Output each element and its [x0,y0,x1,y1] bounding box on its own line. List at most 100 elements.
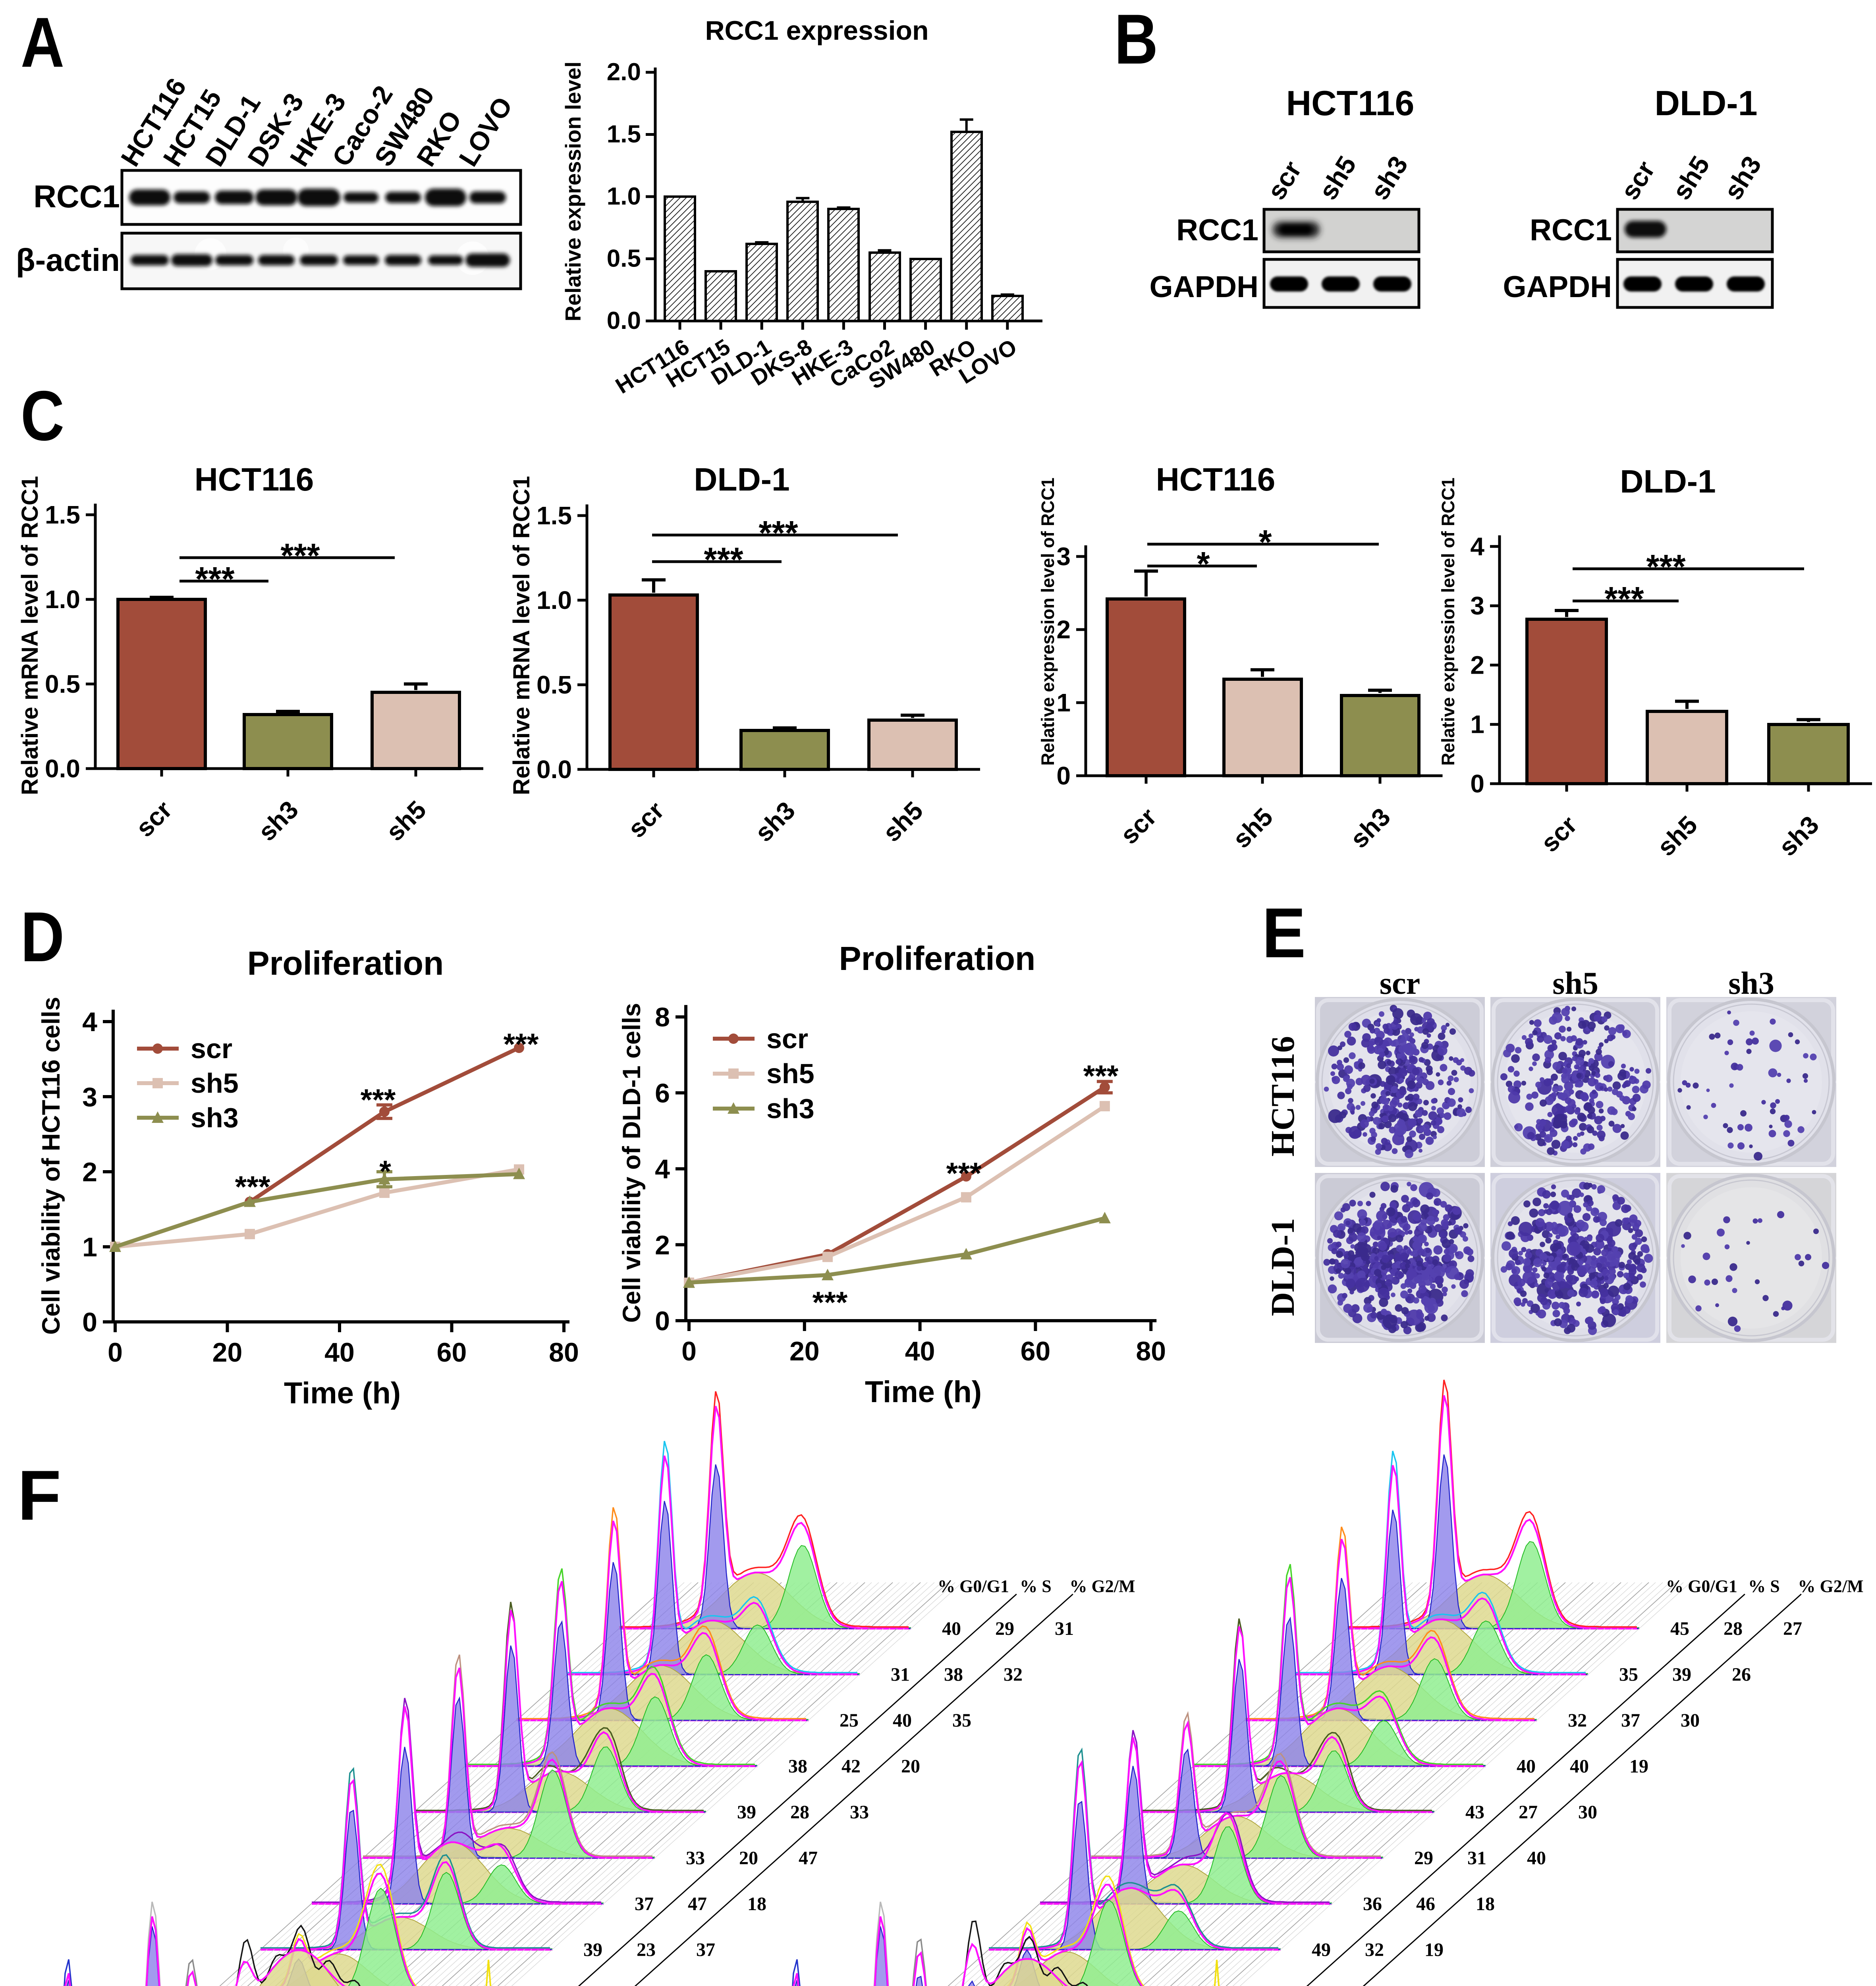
svg-text:45: 45 [1670,1618,1689,1639]
svg-text:23: 23 [637,1940,656,1961]
svg-text:scr: scr [1380,966,1420,1001]
svg-text:27: 27 [1519,1802,1538,1823]
svg-text:sh3: sh3 [766,1093,814,1124]
svg-text:% S: % S [1748,1576,1779,1596]
svg-text:32: 32 [1004,1664,1023,1685]
svg-text:18: 18 [747,1893,766,1915]
svg-text:1: 1 [1470,710,1484,739]
svg-text:1: 1 [1056,688,1071,717]
svg-text:*: * [1258,524,1272,561]
svg-text:Proliferation: Proliferation [247,945,444,982]
svg-text:% G2/M: % G2/M [1798,1576,1864,1596]
svg-text:80: 80 [549,1337,579,1368]
svg-text:***: *** [235,1170,270,1204]
svg-text:0.0: 0.0 [45,754,80,783]
svg-text:31: 31 [1055,1618,1074,1639]
svg-text:1.0: 1.0 [607,183,641,210]
svg-text:F: F [17,1456,61,1535]
svg-text:GAPDH: GAPDH [1150,270,1258,304]
svg-text:***: *** [504,1028,539,1061]
svg-text:40: 40 [942,1618,961,1639]
svg-text:3: 3 [82,1082,97,1112]
svg-text:38: 38 [788,1756,807,1777]
svg-text:RCC1: RCC1 [1530,213,1612,247]
svg-text:32: 32 [1568,1710,1587,1731]
svg-text:0.5: 0.5 [45,670,80,698]
svg-text:39: 39 [583,1940,602,1961]
svg-text:DLD-1: DLD-1 [1264,1218,1301,1316]
svg-text:Cell viability of HCT116 cells: Cell viability of HCT116 cells [37,997,65,1335]
svg-text:33: 33 [1314,1985,1333,1986]
svg-text:HCT116: HCT116 [1286,83,1415,123]
svg-text:35: 35 [1619,1664,1638,1685]
svg-text:20: 20 [739,1848,758,1869]
svg-text:***: *** [280,537,320,575]
svg-text:E: E [1262,893,1306,972]
svg-text:40: 40 [1527,1848,1546,1869]
svg-text:***: *** [1646,548,1685,586]
svg-text:***: *** [195,560,234,598]
svg-text:Time (h): Time (h) [865,1375,982,1409]
svg-text:1.5: 1.5 [537,501,572,530]
svg-text:sh3: sh3 [1728,966,1774,1001]
svg-text:Relative expression level of R: Relative expression level of RCC1 [1438,477,1458,765]
svg-text:DLD-1: DLD-1 [1654,83,1757,123]
svg-text:60: 60 [437,1337,467,1368]
svg-text:49: 49 [1312,1940,1331,1961]
svg-text:20: 20 [901,1756,920,1777]
svg-text:37: 37 [1621,1710,1640,1731]
svg-text:***: *** [704,541,743,579]
svg-text:***: *** [361,1083,396,1117]
svg-text:sh5: sh5 [1552,966,1598,1001]
svg-text:DLD-1: DLD-1 [694,462,789,498]
svg-text:19: 19 [1629,1756,1648,1777]
svg-text:27: 27 [1783,1618,1802,1639]
svg-text:40: 40 [1570,1756,1589,1777]
svg-text:40: 40 [324,1337,355,1368]
svg-text:26: 26 [1732,1664,1751,1685]
svg-text:28: 28 [790,1802,809,1823]
svg-text:0: 0 [1056,761,1071,790]
svg-text:scr: scr [191,1033,232,1064]
svg-text:β-actin: β-actin [16,242,120,278]
svg-text:1.0: 1.0 [45,585,80,614]
svg-text:40: 40 [905,1336,935,1366]
svg-text:B: B [1114,0,1158,79]
svg-text:0.0: 0.0 [607,307,641,334]
svg-text:RCC1 expression: RCC1 expression [705,15,928,46]
svg-text:31: 31 [891,1664,910,1685]
svg-text:2: 2 [1056,615,1071,644]
svg-text:4: 4 [1470,532,1484,561]
svg-text:% G2/M: % G2/M [1070,1576,1135,1596]
svg-text:6: 6 [655,1078,670,1108]
svg-text:D: D [21,897,64,976]
svg-text:Relative mRNA level of RCC1: Relative mRNA level of RCC1 [17,476,43,795]
svg-text:36: 36 [1363,1893,1382,1915]
svg-text:39: 39 [737,1802,756,1823]
svg-text:*: * [1197,545,1210,583]
svg-text:0: 0 [1470,769,1484,798]
svg-text:50: 50 [1373,1985,1392,1986]
svg-text:43: 43 [1465,1802,1484,1823]
svg-text:% G0/G1: % G0/G1 [1666,1576,1737,1596]
svg-text:25: 25 [840,1710,859,1731]
svg-text:37: 37 [635,1893,654,1915]
svg-text:0.0: 0.0 [537,755,572,784]
svg-text:2.0: 2.0 [607,58,641,86]
svg-text:31: 31 [1467,1848,1486,1869]
svg-text:4: 4 [82,1007,97,1037]
svg-text:29: 29 [1414,1848,1433,1869]
svg-text:32: 32 [1365,1940,1384,1961]
svg-text:C: C [21,376,64,455]
svg-text:HCT116: HCT116 [1156,462,1276,498]
svg-text:Proliferation: Proliferation [839,940,1036,977]
svg-text:***: *** [1083,1059,1119,1093]
svg-text:RCC1: RCC1 [1176,213,1258,247]
svg-text:Relative mRNA level of RCC1: Relative mRNA level of RCC1 [509,476,535,795]
svg-text:***: *** [946,1157,982,1190]
svg-text:% G0/G1: % G0/G1 [938,1576,1009,1596]
svg-text:1.5: 1.5 [45,500,80,529]
svg-text:HCT116: HCT116 [195,462,314,498]
svg-text:A: A [21,3,64,82]
svg-text:***: *** [813,1286,848,1319]
